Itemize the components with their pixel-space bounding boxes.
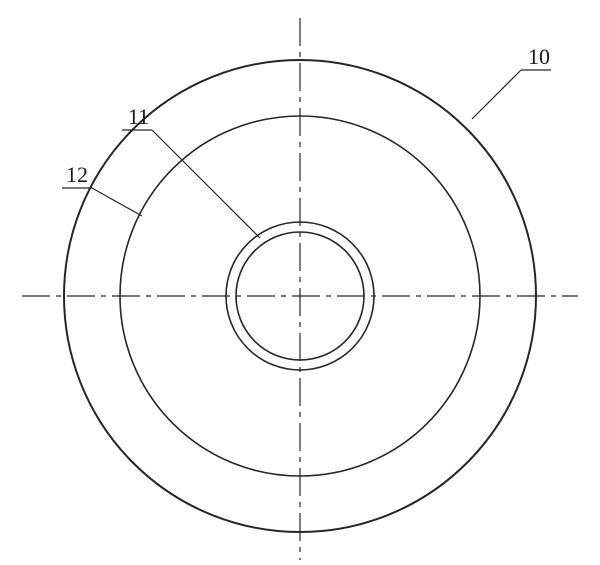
label-12-text: 12 bbox=[66, 162, 88, 187]
label-10-text: 10 bbox=[528, 44, 550, 69]
label-11-text: 11 bbox=[128, 104, 149, 129]
